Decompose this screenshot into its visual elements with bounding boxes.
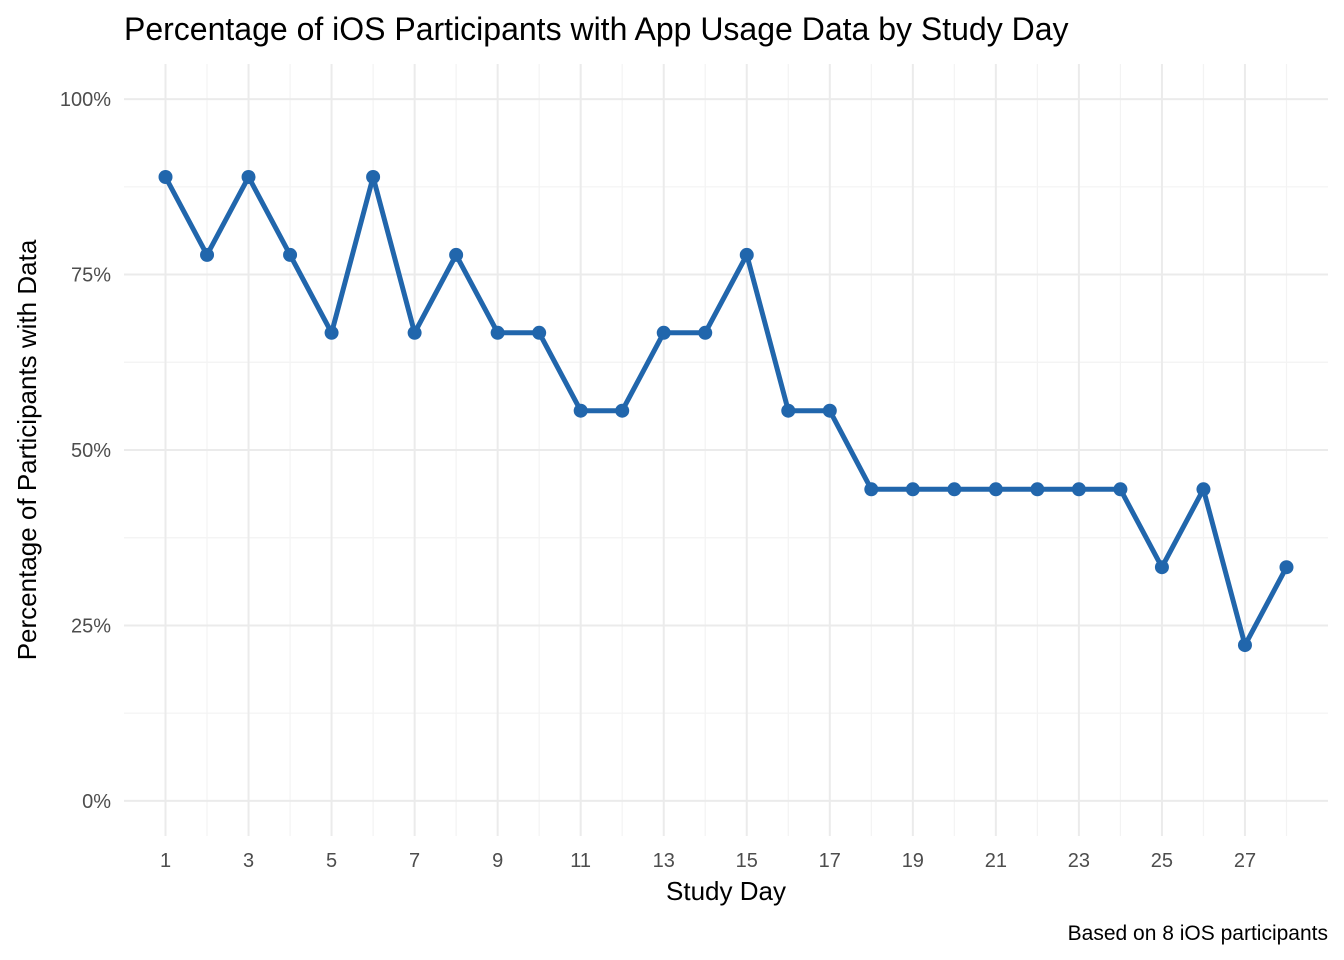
x-tick-label: 21 — [985, 850, 1007, 872]
data-point — [532, 325, 547, 340]
x-tick-label: 3 — [243, 850, 254, 872]
y-axis-title: Percentage of Participants with Data — [12, 239, 42, 660]
data-point — [615, 403, 630, 418]
data-point — [1154, 560, 1169, 575]
data-point — [283, 247, 298, 262]
y-tick-label: 25% — [71, 615, 111, 637]
data-point — [200, 247, 215, 262]
data-point — [158, 169, 173, 184]
grid — [124, 64, 1328, 836]
data-point — [324, 325, 339, 340]
data-points — [158, 169, 1294, 653]
y-tick-label: 100% — [60, 89, 111, 111]
data-point — [366, 169, 381, 184]
data-point — [573, 403, 588, 418]
data-point — [241, 169, 256, 184]
data-point — [1279, 560, 1294, 575]
data-point — [822, 403, 837, 418]
data-point — [1196, 482, 1211, 497]
chart-caption: Based on 8 iOS participants — [1068, 922, 1328, 945]
x-tick-label: 1 — [160, 850, 171, 872]
data-point — [490, 325, 505, 340]
x-tick-label: 25 — [1151, 850, 1173, 872]
x-tick-label: 11 — [570, 850, 591, 872]
x-tick-label: 19 — [902, 850, 924, 872]
x-tick-labels: 1 3 5 7 9 11 13 15 17 19 21 23 25 27 — [160, 850, 1256, 872]
data-point — [988, 482, 1003, 497]
x-tick-label: 23 — [1068, 850, 1090, 872]
data-point — [864, 482, 879, 497]
x-tick-label: 27 — [1234, 850, 1256, 872]
chart-title: Percentage of iOS Participants with App … — [124, 11, 1069, 47]
x-axis-title: Study Day — [666, 876, 786, 906]
data-point — [1030, 482, 1045, 497]
data-point — [698, 325, 713, 340]
data-point — [905, 482, 920, 497]
y-tick-label: 0% — [82, 791, 111, 813]
data-point — [947, 482, 962, 497]
data-point — [781, 403, 796, 418]
x-tick-label: 5 — [326, 850, 337, 872]
data-point — [739, 247, 754, 262]
data-point — [449, 247, 464, 262]
x-tick-label: 17 — [819, 850, 841, 872]
data-point — [407, 325, 422, 340]
y-tick-labels: 0% 25% 50% 75% 100% — [60, 89, 111, 813]
data-point — [1113, 482, 1128, 497]
data-point — [1071, 482, 1086, 497]
series-line — [163, 174, 1289, 648]
data-point — [1237, 638, 1252, 653]
x-tick-label: 7 — [409, 850, 420, 872]
data-point — [656, 325, 671, 340]
y-tick-label: 50% — [71, 440, 111, 462]
y-tick-label: 75% — [71, 265, 111, 287]
x-tick-label: 13 — [653, 850, 675, 872]
x-tick-label: 15 — [736, 850, 758, 872]
x-tick-label: 9 — [492, 850, 503, 872]
